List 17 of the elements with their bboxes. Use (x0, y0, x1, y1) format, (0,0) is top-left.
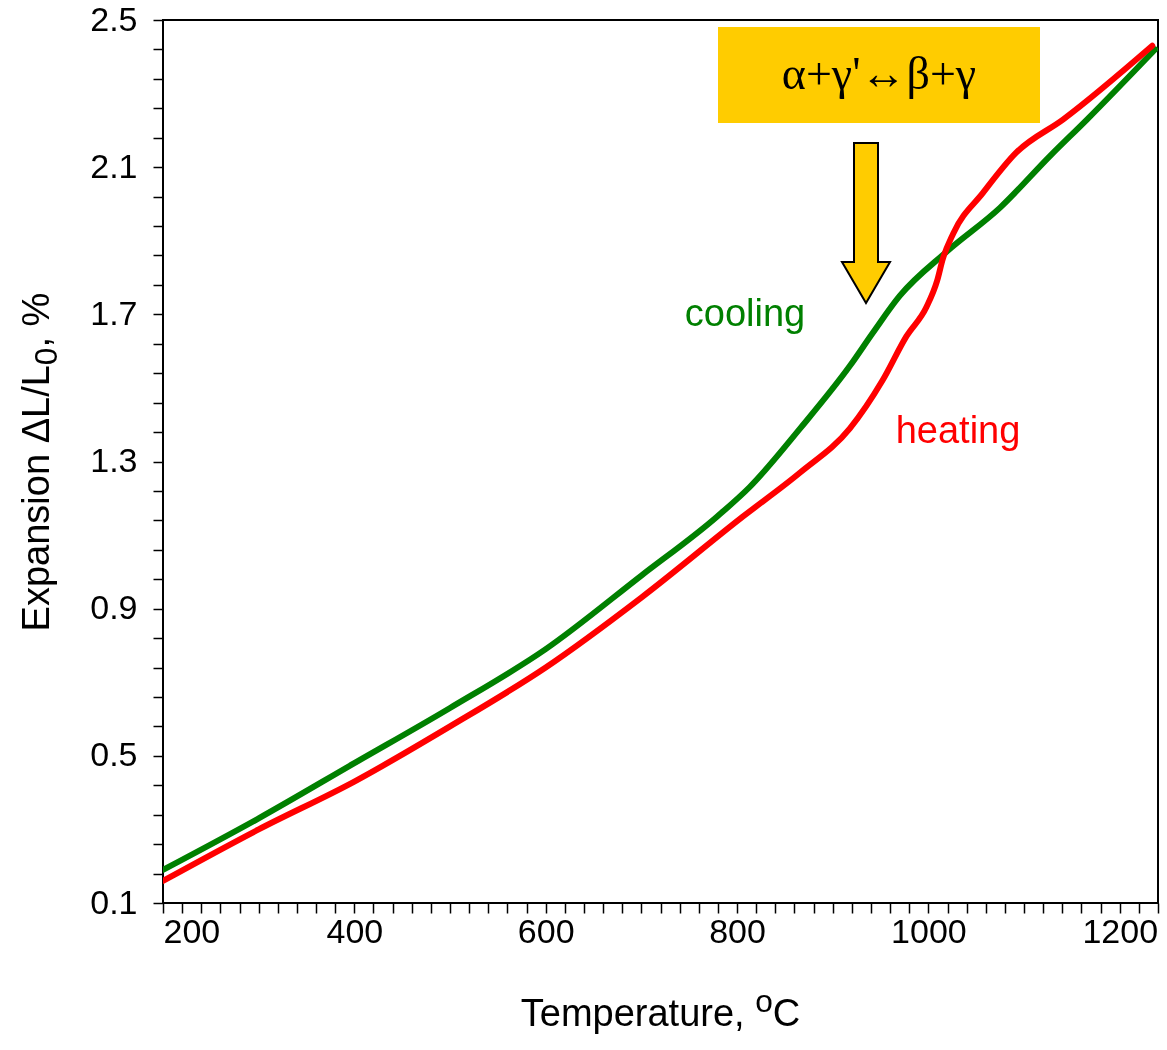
x-tick-label: 600 (517, 911, 575, 950)
y-tick-label: 0.5 (90, 735, 138, 774)
annotation: α+γ'↔β+γ (781, 48, 977, 99)
x-tick-label: 200 (163, 911, 221, 950)
x-tick-label: 800 (709, 911, 766, 950)
x-axis-title: Temperature, $^{o}$C (520, 983, 801, 1035)
y-tick-label: 2.5 (90, 0, 138, 38)
y-tick-label: 0.1 (90, 882, 138, 921)
series-label: heating (895, 409, 1021, 451)
y-tick-label: 0.9 (90, 588, 138, 627)
x-tick-label: 1000 (891, 911, 967, 950)
y-tick-label: 2.1 (90, 146, 138, 185)
x-tick-label: 400 (326, 911, 384, 950)
series-label: cooling (684, 292, 806, 334)
y-tick-label: 1.7 (90, 293, 138, 332)
y-tick-label: 1.3 (90, 441, 138, 479)
x-tick-label: 1200 (1082, 911, 1159, 950)
